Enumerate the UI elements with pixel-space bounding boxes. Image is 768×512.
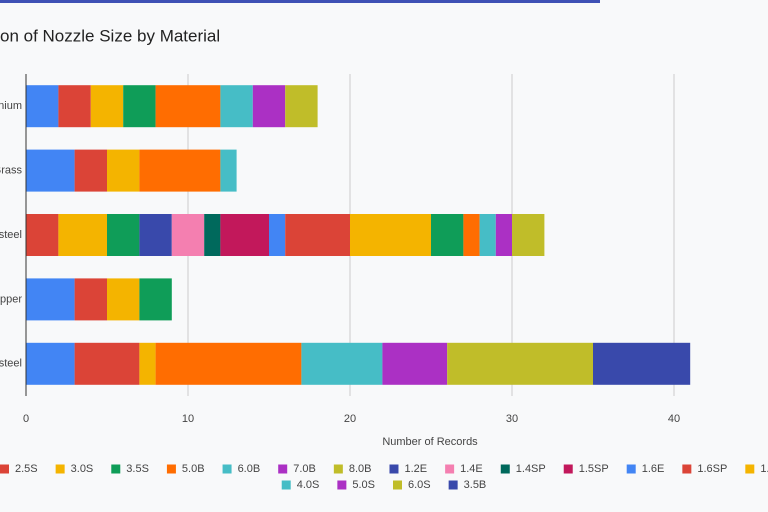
legend-swatch: [333, 464, 343, 474]
legend-label: 4.0S: [297, 479, 320, 491]
legend-swatch: [389, 464, 399, 474]
bar-segment: [139, 278, 172, 321]
top-strip: [0, 0, 600, 3]
bar-segment: [350, 214, 431, 256]
legend-label: 1.4E: [460, 463, 483, 475]
bar-segment: [285, 85, 318, 128]
y-tick-label: steel: [0, 229, 22, 241]
bar-segment: [285, 214, 350, 256]
legend-swatch: [55, 464, 65, 474]
legend-swatch: [281, 480, 291, 490]
bar-segment: [107, 214, 140, 256]
legend-label: 6.0S: [408, 479, 431, 491]
bar-segment: [593, 342, 691, 385]
bar-segment: [123, 85, 156, 128]
legend-swatch: [166, 464, 176, 474]
x-tick-label: 40: [668, 413, 680, 425]
legend-label: 2.5S: [15, 463, 38, 475]
bar-segment: [26, 278, 75, 321]
bar-segment: [74, 278, 107, 321]
bar-segment: [447, 342, 593, 385]
bar-segment: [58, 85, 91, 128]
bar-segment: [204, 214, 221, 256]
bar-segment: [155, 85, 221, 128]
bar-segment: [90, 85, 124, 128]
bar-segment: [220, 85, 253, 128]
x-tick-label: 30: [506, 413, 518, 425]
bar-segment: [171, 214, 205, 256]
legend-swatch: [682, 464, 692, 474]
legend-swatch: [500, 464, 510, 474]
legend-label: 1.6E: [642, 463, 665, 475]
legend-label: 3.0S: [71, 463, 94, 475]
legend-label: 1.4SP: [516, 463, 546, 475]
legend-label: 1.2E: [404, 463, 427, 475]
legend-label: 1.5SP: [579, 463, 609, 475]
bar-segment: [220, 149, 237, 192]
bar-segment: [139, 214, 172, 256]
bar-segment: [431, 214, 464, 256]
legend-label: 3.5B: [464, 479, 487, 491]
bar-segment: [382, 342, 448, 385]
legend-swatch: [111, 464, 121, 474]
bar-segment: [479, 214, 496, 256]
bar-segment: [139, 149, 221, 192]
bar-segment: [26, 214, 59, 256]
legend-label: 1.6SP: [697, 463, 727, 475]
bar-segment: [269, 214, 286, 256]
x-axis-label: Number of Records: [382, 436, 478, 448]
legend-label: 6.0B: [238, 463, 261, 475]
x-tick-label: 0: [23, 413, 29, 425]
legend-label: 3.5S: [126, 463, 149, 475]
legend-swatch: [278, 464, 288, 474]
legend-label: 8.0B: [349, 463, 372, 475]
bar-segment: [512, 214, 545, 256]
bar-segment: [107, 149, 140, 192]
y-tick-label: pper: [0, 293, 22, 305]
legend-swatch: [393, 480, 402, 490]
bar-segment: [74, 149, 107, 192]
y-tick-label: nium: [0, 100, 22, 112]
bar-segment: [26, 342, 75, 385]
bar-segment: [220, 214, 269, 256]
legend-label: 5.0S: [352, 479, 375, 491]
bar-segment: [155, 342, 302, 385]
bar-segment: [58, 214, 107, 256]
bar-segment: [301, 342, 383, 385]
legend-swatch: [222, 464, 232, 474]
bar-segment: [252, 85, 286, 128]
bar-segment: [139, 342, 156, 385]
chart-title: on of Nozzle Size by Material: [0, 26, 220, 45]
legend-swatch: [337, 480, 347, 490]
bar-segment: [463, 214, 480, 256]
legend-swatch: [445, 464, 455, 474]
legend-swatch: [448, 480, 458, 490]
legend-swatch: [0, 464, 9, 474]
x-tick-label: 20: [344, 413, 356, 425]
x-tick-label: 10: [182, 413, 194, 425]
legend-label: 7.0B: [293, 463, 316, 475]
legend-swatch: [626, 464, 636, 474]
legend-swatch: [745, 464, 755, 474]
bar-segment: [26, 85, 59, 128]
bar-segment: [26, 149, 75, 192]
bar-segment: [107, 278, 140, 321]
legend-label: 1.8E: [760, 463, 768, 475]
y-tick-label: Brass: [0, 165, 22, 177]
bar-segment: [74, 342, 140, 385]
y-tick-label: steel: [0, 358, 22, 370]
bar-segment: [495, 214, 512, 256]
legend-label: 5.0B: [182, 463, 205, 475]
legend-swatch: [563, 464, 573, 474]
